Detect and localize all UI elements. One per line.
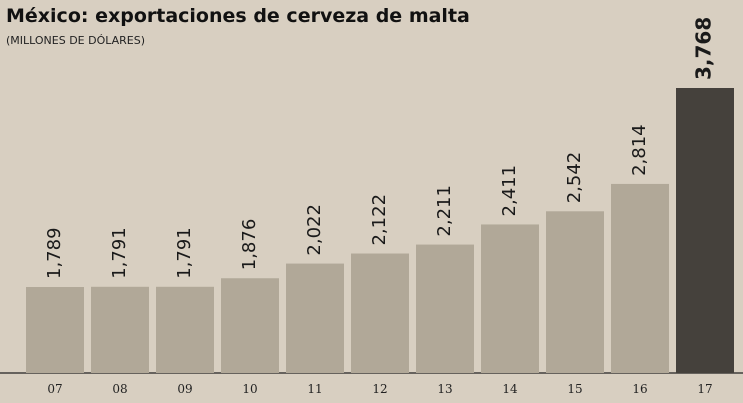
value-label: 2,211	[434, 185, 455, 237]
x-tick-label: 10	[242, 382, 257, 396]
value-label: 2,814	[629, 124, 650, 176]
value-label: 2,542	[564, 152, 585, 204]
value-label: 1,876	[239, 219, 260, 271]
x-tick-label: 15	[567, 382, 582, 396]
x-tick-label: 14	[502, 382, 518, 396]
value-label: 2,022	[304, 204, 325, 256]
x-tick-label: 07	[47, 382, 62, 396]
x-tick-label: 09	[177, 382, 192, 396]
bar	[676, 88, 734, 373]
value-label: 1,789	[44, 227, 65, 279]
bar	[481, 224, 539, 373]
value-label: 1,791	[109, 227, 130, 279]
bar	[416, 244, 474, 373]
x-tick-label: 11	[307, 382, 322, 396]
bar	[286, 263, 344, 373]
bar	[156, 286, 214, 373]
bar	[91, 286, 149, 373]
bar	[611, 183, 669, 373]
x-tick-label: 13	[437, 382, 452, 396]
value-label: 1,791	[174, 227, 195, 279]
x-tick-label: 17	[697, 382, 712, 396]
bar	[546, 211, 604, 373]
bar	[221, 278, 279, 373]
chart-subtitle: (MILLONES DE DÓLARES)	[6, 34, 145, 47]
x-tick-label: 08	[112, 382, 127, 396]
value-label: 3,768	[692, 17, 716, 80]
bar	[26, 287, 84, 373]
x-tick-label: 12	[372, 382, 387, 396]
value-label: 2,411	[499, 165, 520, 217]
chart-title: México: exportaciones de cerveza de malt…	[6, 5, 470, 27]
bar	[351, 253, 409, 373]
value-label: 2,122	[369, 194, 390, 246]
x-tick-label: 16	[632, 382, 647, 396]
